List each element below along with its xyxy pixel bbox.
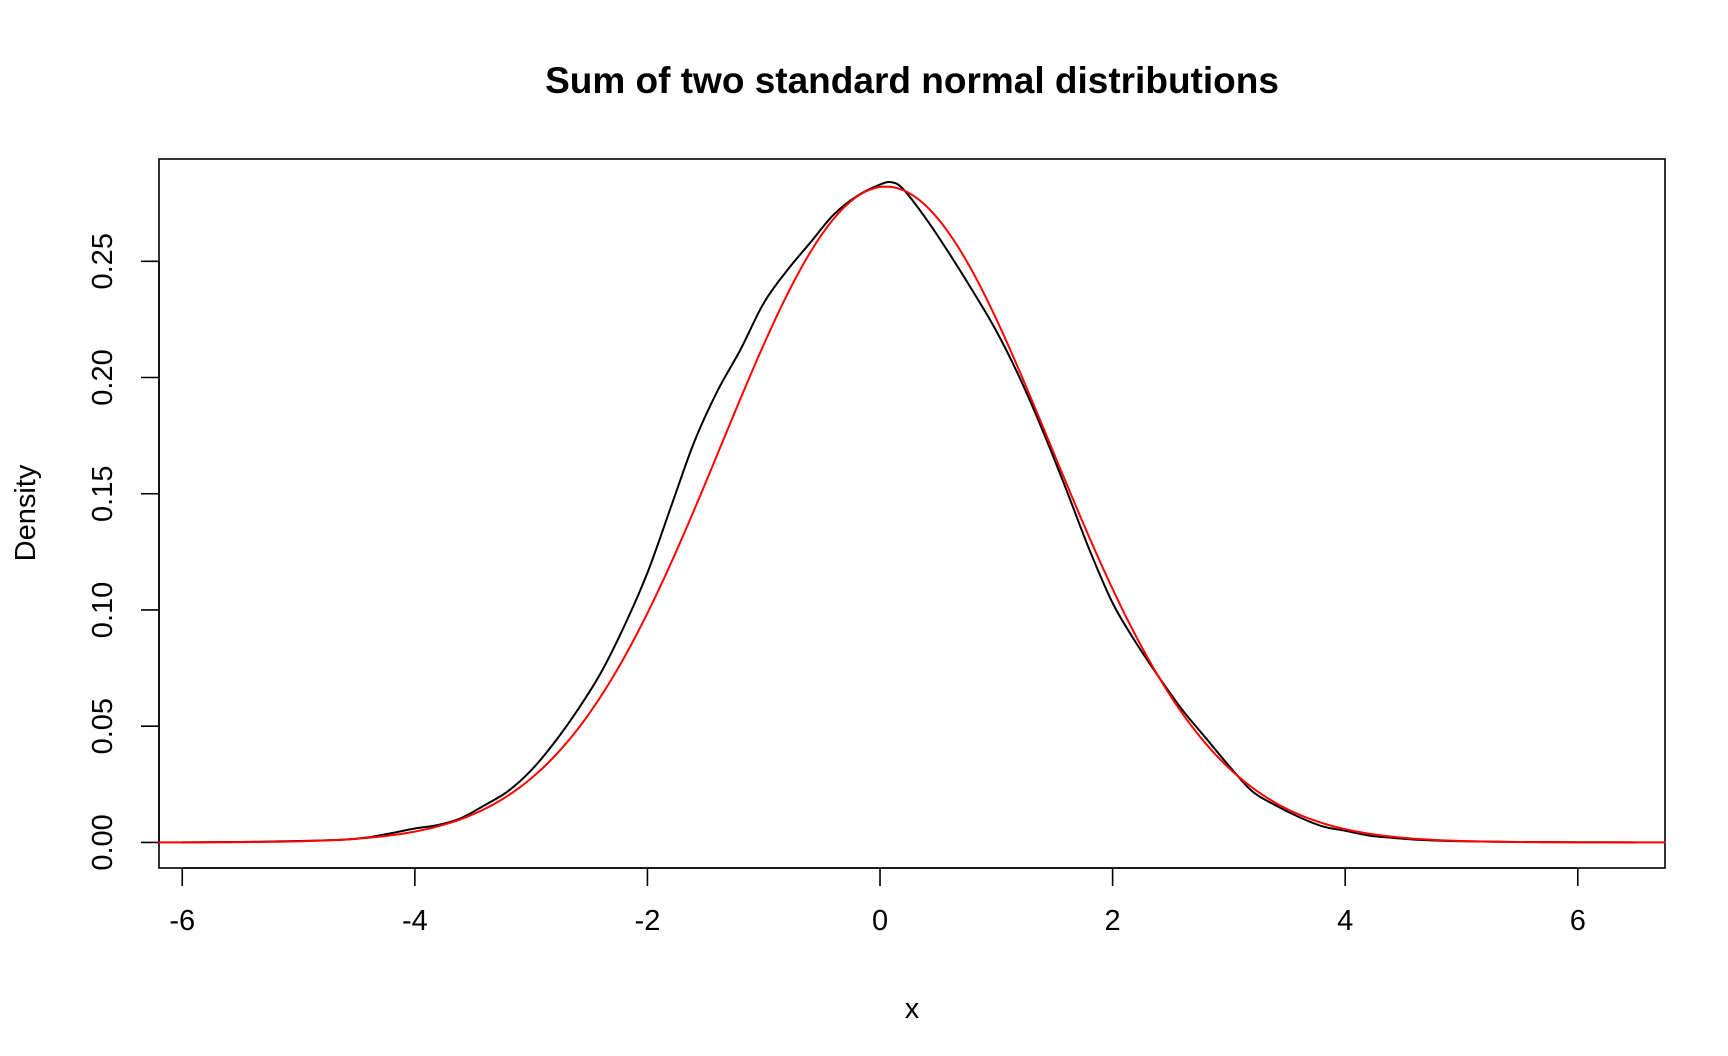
empirical-density-line <box>181 180 1637 844</box>
y-tick-label: 0.20 <box>87 349 119 405</box>
x-tick-label: 6 <box>1570 905 1586 937</box>
x-axis-label: x <box>905 993 920 1025</box>
x-tick-label: -4 <box>402 905 428 937</box>
chart-title: Sum of two standard normal distributions <box>545 60 1279 101</box>
y-tick-label: 0.25 <box>87 233 119 289</box>
y-tick-label: 0.00 <box>87 814 119 870</box>
y-axis-label: Density <box>10 464 42 561</box>
x-tick-label: 0 <box>872 905 888 937</box>
x-tick-label: 2 <box>1105 905 1121 937</box>
plot-frame <box>158 158 1666 869</box>
x-tick-label: -6 <box>169 905 195 937</box>
normal-density-line <box>158 185 1666 844</box>
series-layer <box>158 180 1666 844</box>
y-tick-label: 0.10 <box>87 582 119 638</box>
x-axis: -6 -4 -2 0 2 4 6 <box>169 867 1586 937</box>
x-tick-label: -2 <box>635 905 661 937</box>
y-tick-label: 0.15 <box>87 466 119 522</box>
x-tick-label: 4 <box>1337 905 1353 937</box>
y-tick-label: 0.05 <box>87 698 119 754</box>
y-axis: 0.00 0.05 0.10 0.15 0.20 0.25 <box>87 233 160 871</box>
